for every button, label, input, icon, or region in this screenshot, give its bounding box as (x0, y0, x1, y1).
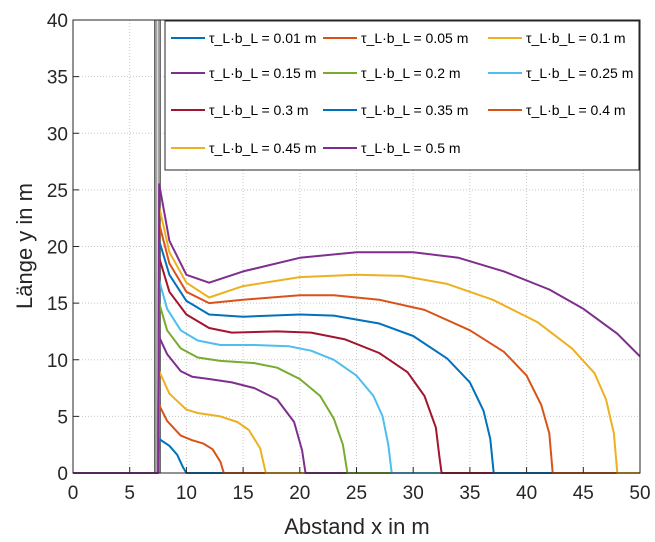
y-tick-label-1: 5 (57, 407, 68, 428)
legend-label-8: τ_L·b_L = 0.4 m (526, 102, 626, 118)
x-tick-label-5: 25 (346, 483, 367, 504)
series-line-8 (73, 222, 640, 474)
x-tick-label-9: 45 (573, 483, 594, 504)
legend-label-4: τ_L·b_L = 0.2 m (361, 65, 461, 81)
x-tick-label-8: 40 (516, 483, 537, 504)
legend-label-3: τ_L·b_L = 0.15 m (209, 65, 316, 81)
y-tick-label-0: 0 (57, 464, 68, 485)
legend-label-6: τ_L·b_L = 0.3 m (209, 102, 309, 118)
x-tick-label-3: 15 (233, 483, 254, 504)
y-tick-label-3: 15 (47, 294, 68, 315)
y-tick-labels: 0 5 10 15 20 25 30 35 40 (47, 11, 68, 485)
y-tick-label-4: 20 (47, 238, 68, 259)
legend-label-5: τ_L·b_L = 0.25 m (526, 65, 633, 81)
legend-label-7: τ_L·b_L = 0.35 m (361, 102, 468, 118)
series-line-7 (73, 239, 640, 474)
x-tick-label-7: 35 (459, 483, 480, 504)
series-line-6 (73, 256, 640, 474)
legend-label-10: τ_L·b_L = 0.5 m (361, 140, 461, 156)
x-tick-label-10: 50 (629, 483, 650, 504)
y-tick-label-7: 35 (47, 68, 68, 89)
series-line-9 (73, 205, 640, 474)
series-line-10 (73, 183, 641, 474)
y-tick-label-6: 30 (47, 124, 68, 145)
legend-label-2: τ_L·b_L = 0.1 m (526, 30, 626, 46)
legend: τ_L·b_L = 0.01 m τ_L·b_L = 0.05 m τ_L·b_L … (164, 20, 640, 171)
x-axis-label: Abstand x in m (284, 514, 430, 539)
series-layer (73, 183, 641, 474)
x-tick-label-0: 0 (68, 483, 79, 504)
x-tick-label-2: 10 (176, 483, 197, 504)
y-tick-label-2: 10 (47, 351, 68, 372)
series-line-3 (73, 336, 640, 474)
legend-box (164, 20, 640, 171)
y-tick-label-8: 40 (47, 11, 68, 32)
axes (72, 19, 641, 474)
x-tick-label-1: 5 (124, 483, 135, 504)
legend-label-9: τ_L·b_L = 0.45 m (209, 140, 316, 156)
y-axis-label: Länge y in m (12, 183, 37, 309)
y-tick-label-5: 25 (47, 181, 68, 202)
legend-label-0: τ_L·b_L = 0.01 m (209, 30, 316, 46)
legend-label-1: τ_L·b_L = 0.05 m (361, 30, 468, 46)
series-line-5 (73, 279, 640, 474)
x-tick-label-4: 20 (289, 483, 310, 504)
series-line-4 (73, 302, 640, 474)
x-tick-label-6: 30 (403, 483, 424, 504)
x-tick-labels: 0 5 10 15 20 25 30 35 40 45 50 (68, 483, 651, 504)
